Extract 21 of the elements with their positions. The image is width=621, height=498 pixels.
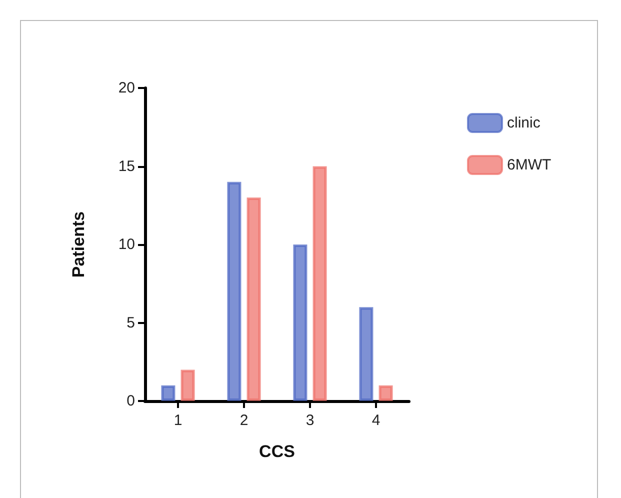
x-tick-label: 4 (372, 412, 380, 429)
bar (246, 198, 261, 401)
y-tick-label: 0 (126, 392, 135, 410)
legend-label: 6MWT (507, 156, 552, 174)
bar (312, 166, 327, 401)
y-axis-title: Patients (69, 211, 88, 278)
x-tick-label: 3 (306, 412, 314, 429)
bar (378, 385, 393, 401)
x-axis-title: CCS (259, 442, 295, 461)
x-tick-label: 2 (240, 412, 248, 429)
bar (161, 385, 176, 401)
legend-label: clinic (507, 114, 541, 132)
y-tick-label: 15 (118, 158, 135, 175)
bar (227, 182, 242, 401)
y-tick-label: 5 (126, 314, 135, 332)
bar (293, 244, 308, 401)
y-tick-label: 10 (118, 236, 135, 253)
y-tick-label: 20 (118, 80, 135, 96)
bar (359, 307, 374, 401)
bar (180, 370, 195, 401)
x-tick-label: 1 (174, 412, 182, 429)
